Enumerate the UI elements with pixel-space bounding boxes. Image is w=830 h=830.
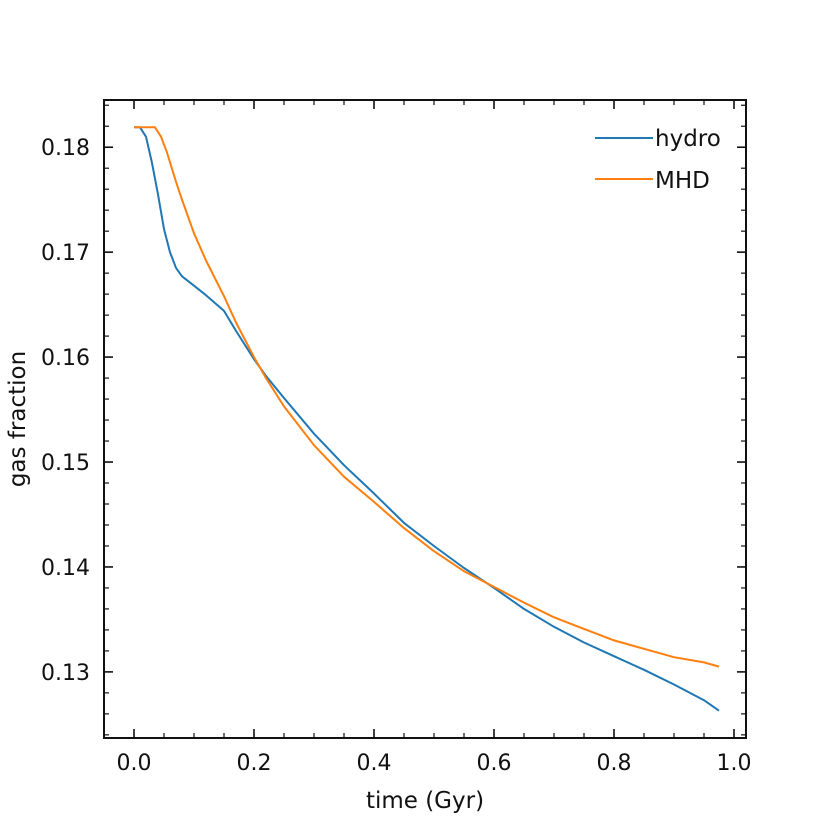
- y-tick-label: 0.18: [41, 136, 90, 161]
- x-tick-label: 0.2: [237, 751, 272, 776]
- y-tick-label: 0.13: [41, 661, 90, 686]
- x-tick-label: 0.6: [477, 751, 512, 776]
- plot-frame: [103, 99, 747, 739]
- x-tick-label: 0.8: [597, 751, 632, 776]
- y-tick-label: 0.14: [41, 556, 90, 581]
- x-tick-label: 1.0: [717, 751, 752, 776]
- x-tick-label: 0.4: [357, 751, 392, 776]
- series-line-hydro: [134, 126, 720, 712]
- legend-label-mhd: MHD: [655, 168, 710, 194]
- series-layer: [134, 126, 720, 712]
- y-tick-label: 0.17: [41, 241, 90, 266]
- legend: hydro MHD: [595, 126, 721, 194]
- y-tick-label: 0.15: [41, 451, 90, 476]
- x-tick-label: 0.0: [117, 751, 152, 776]
- series-line-mhd: [134, 126, 720, 668]
- ticks-layer: 0.0 0.2 0.4 0.6 0.8 1.0 0.13 0.14 0.15 0.16 0.17 0.…: [41, 100, 752, 776]
- legend-label-hydro: hydro: [655, 126, 721, 152]
- y-tick-label: 0.16: [41, 346, 90, 371]
- y-axis-label: gas fraction: [5, 351, 31, 487]
- x-axis-label: time (Gyr): [366, 788, 484, 814]
